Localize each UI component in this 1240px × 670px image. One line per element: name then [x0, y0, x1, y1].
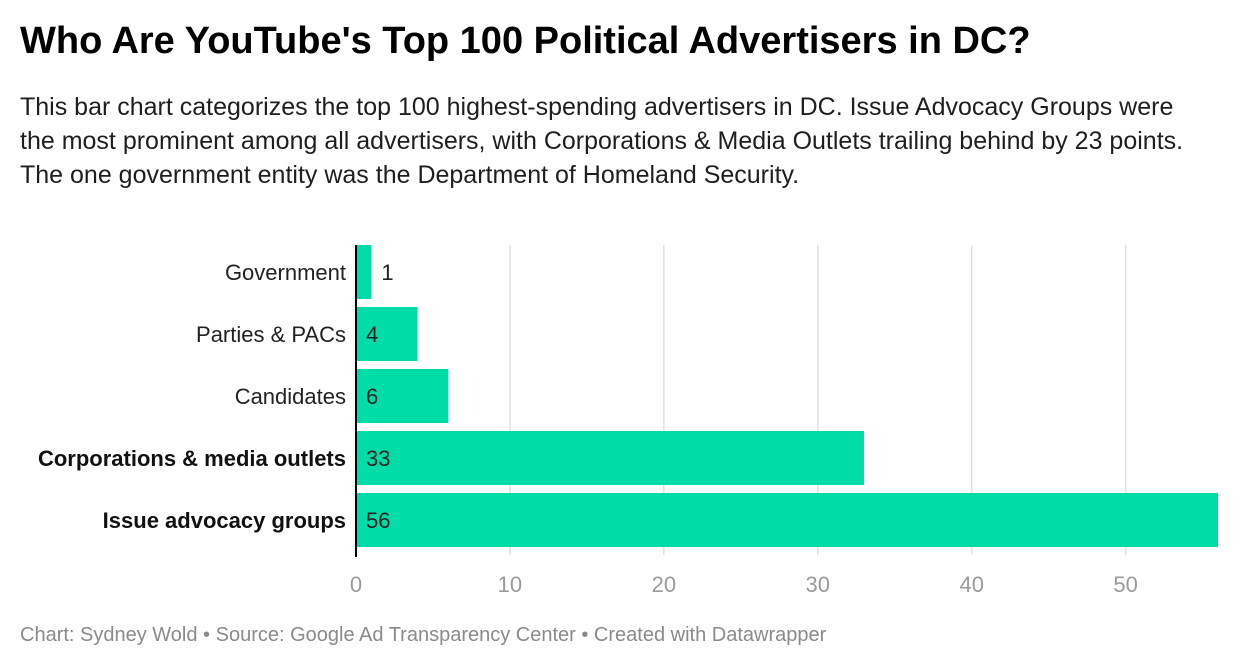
- x-axis-ticks: 0 10 20 30 40 50: [350, 572, 1138, 595]
- value-label-parties-and-pacs: 4: [366, 322, 378, 347]
- x-tick-label-50: 50: [1113, 572, 1137, 595]
- bar-chart: Government Parties & PACs Candidates Corpor…: [38, 245, 1218, 595]
- value-label-issue-advocacy-groups: 56: [366, 508, 390, 533]
- chart-footer: Chart: Sydney Wold • Source: Google Ad T…: [20, 624, 827, 646]
- category-label-candidates: Candidates: [235, 384, 346, 409]
- bars: [356, 245, 1218, 547]
- value-labels: 1 4 6 33 56: [366, 260, 394, 533]
- category-label-issue-advocacy-groups: Issue advocacy groups: [103, 508, 346, 533]
- x-tick-label-40: 40: [959, 572, 983, 595]
- x-tick-label-10: 10: [498, 572, 522, 595]
- category-label-government: Government: [225, 260, 346, 285]
- x-tick-label-20: 20: [652, 572, 676, 595]
- value-label-candidates: 6: [366, 384, 378, 409]
- bar-corporations-and-media-outlets: [356, 431, 864, 485]
- chart-subtitle: This bar chart categorizes the top 100 h…: [20, 93, 1184, 189]
- bar-government: [356, 245, 372, 299]
- bar-parties-and-pacs: [356, 307, 418, 361]
- x-tick-label-30: 30: [806, 572, 830, 595]
- category-labels: Government Parties & PACs Candidates Corpor…: [38, 260, 346, 533]
- bar-issue-advocacy-groups: [356, 493, 1218, 547]
- category-label-corporations-and-media-outlets: Corporations & media outlets: [38, 446, 346, 471]
- x-tick-label-0: 0: [350, 572, 362, 595]
- bar-candidates: [356, 369, 449, 423]
- category-label-parties-and-pacs: Parties & PACs: [196, 322, 346, 347]
- value-label-corporations-and-media-outlets: 33: [366, 446, 390, 471]
- chart-title: Who Are YouTube's Top 100 Political Adve…: [20, 20, 1031, 62]
- value-label-government: 1: [381, 260, 393, 285]
